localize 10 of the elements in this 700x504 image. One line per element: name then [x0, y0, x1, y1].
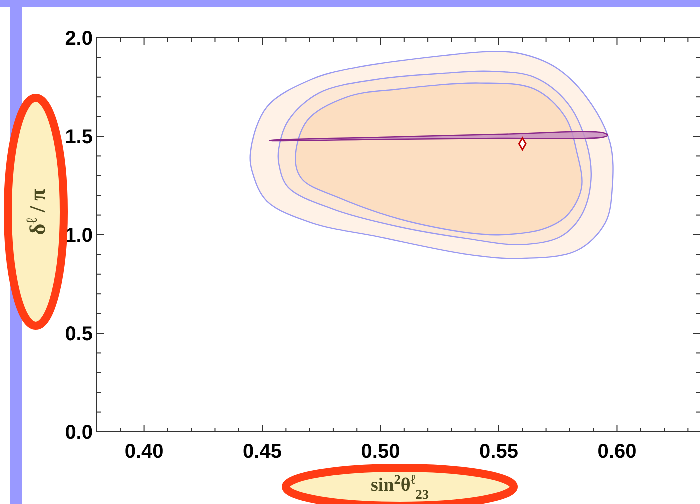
y-tick-label: 1.5 — [65, 126, 93, 148]
y-tick-label: 0.5 — [65, 324, 93, 346]
x-tick-label: 0.50 — [361, 441, 400, 463]
x-tick-label: 0.45 — [243, 441, 282, 463]
x-tick-label: 0.60 — [598, 441, 637, 463]
x-tick-label: 0.40 — [124, 441, 164, 463]
y-tick-label: 0.0 — [65, 422, 93, 444]
x-tick-label: 0.55 — [480, 441, 518, 463]
y-tick-label: 2.0 — [65, 28, 93, 50]
y-tick-label: 1.0 — [65, 225, 93, 247]
